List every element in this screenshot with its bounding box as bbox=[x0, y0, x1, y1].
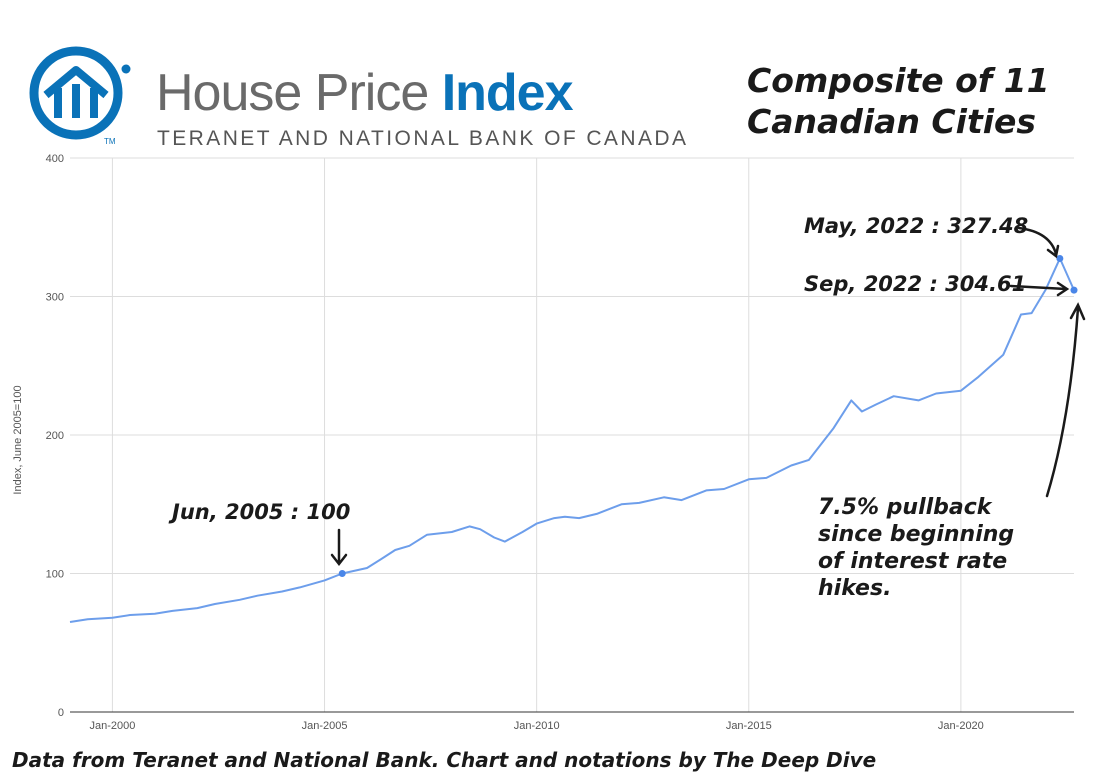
annotation-may-2022: May, 2022 : 327.48 bbox=[804, 214, 1028, 238]
y-tick-label: 300 bbox=[46, 292, 64, 304]
series-layer bbox=[69, 257, 1075, 623]
arrow-sep-2022 bbox=[1009, 281, 1070, 297]
y-axis-ticks: 0 100 200 300 400 bbox=[46, 153, 64, 719]
x-tick-label: Jan-2000 bbox=[89, 720, 135, 732]
logo-subtitle: TERANET AND NATIONAL BANK OF CANADA bbox=[157, 127, 687, 150]
highlight-points bbox=[338, 254, 1078, 577]
logo-title: House Price Index bbox=[156, 64, 574, 122]
annotation-pullback-line-1: 7.5% pullback bbox=[818, 495, 993, 520]
house-price-index-logo: TM House Price Index TERANET AND NATIONA… bbox=[29, 46, 687, 150]
y-tick-label: 0 bbox=[58, 707, 64, 719]
house-roof-icon bbox=[43, 66, 109, 118]
chart-title-line-2: Canadian Cities bbox=[747, 102, 1036, 141]
data-point bbox=[1056, 254, 1064, 262]
data-point bbox=[338, 570, 346, 577]
annotation-pullback-line-3: of interest rate bbox=[818, 549, 1007, 574]
series-line bbox=[69, 257, 1075, 623]
gridlines bbox=[70, 157, 1074, 712]
y-tick-label: 200 bbox=[46, 430, 64, 442]
logo-title-part1: House Price bbox=[156, 64, 442, 122]
data-point bbox=[1070, 286, 1078, 294]
y-axis-label: Index, June 2005=100 bbox=[12, 385, 24, 494]
logo-title-accent: Index bbox=[442, 64, 574, 122]
trademark-mark: TM bbox=[104, 137, 116, 146]
logo-dot-icon bbox=[121, 64, 131, 74]
annotation-jun-2005: Jun, 2005 : 100 bbox=[168, 500, 350, 524]
x-tick-label: Jan-2015 bbox=[726, 720, 772, 732]
x-tick-label: Jan-2010 bbox=[514, 720, 560, 732]
logo-circle-icon bbox=[29, 46, 123, 140]
x-tick-label: Jan-2020 bbox=[938, 720, 984, 732]
y-tick-label: 100 bbox=[46, 569, 64, 581]
arrow-jun-2005 bbox=[330, 528, 348, 567]
annotation-pullback-line-4: hikes. bbox=[818, 576, 891, 601]
y-tick-label: 400 bbox=[46, 153, 64, 165]
chart-title-line-1: Composite of 11 bbox=[747, 61, 1050, 100]
footer-credit: Data from Teranet and National Bank. Cha… bbox=[12, 748, 876, 772]
x-axis-ticks: Jan-2000 Jan-2005 Jan-2010 Jan-2015 Jan-2020 bbox=[89, 720, 983, 732]
annotation-pullback-line-2: since beginning bbox=[818, 522, 1014, 547]
arrow-pullback bbox=[1045, 302, 1086, 498]
x-tick-label: Jan-2005 bbox=[302, 720, 348, 732]
annotation-sep-2022: Sep, 2022 : 304.61 bbox=[804, 272, 1026, 296]
arrow-may-2022 bbox=[1017, 226, 1060, 259]
